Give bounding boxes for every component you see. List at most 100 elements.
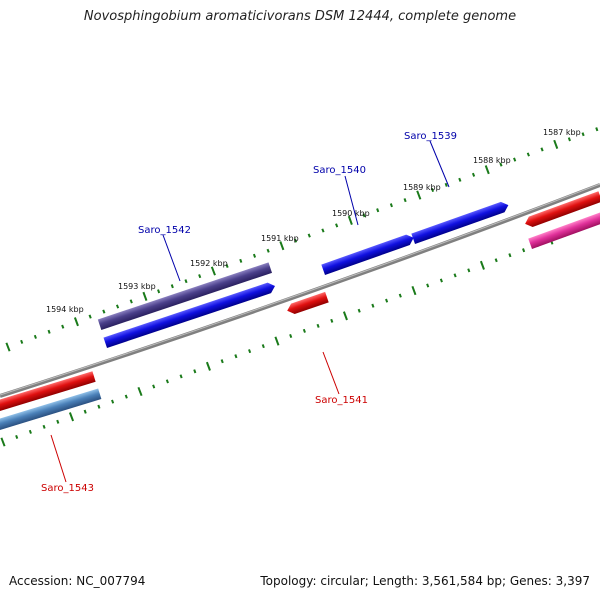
scale-tick xyxy=(416,190,422,200)
genome-summary-text: Topology: circular; Length: 3,561,584 bp… xyxy=(260,574,590,588)
gene-saro-1542-strand[interactable] xyxy=(103,281,277,348)
genome-backbone xyxy=(0,183,600,398)
scale-tick xyxy=(234,354,238,359)
scale-tick xyxy=(193,369,197,374)
scale-tick xyxy=(371,303,375,308)
scale-tick xyxy=(61,324,65,329)
scale-tick xyxy=(330,318,334,323)
scale-tick xyxy=(403,198,407,203)
scale-tick xyxy=(0,437,6,447)
scale-tick xyxy=(321,228,325,233)
scale-tick xyxy=(179,374,183,379)
scale-tick xyxy=(376,208,380,213)
scale-tick xyxy=(261,344,265,349)
scale-tick xyxy=(458,177,462,182)
scale-tick xyxy=(316,323,320,328)
scale-tick xyxy=(205,361,211,371)
scale-tick xyxy=(289,333,293,339)
scale-tick xyxy=(97,404,101,409)
scale-tick xyxy=(115,304,120,309)
scale-tick xyxy=(342,311,348,321)
gene-label-saro-1541[interactable]: Saro_1541 xyxy=(315,395,368,406)
scale-tick xyxy=(430,187,435,193)
scale-tick xyxy=(137,386,143,397)
scale-label: 1588 kbp xyxy=(473,156,511,165)
scale-tick xyxy=(522,248,526,253)
scale-tick xyxy=(302,328,306,333)
scale-label: 1591 kbp xyxy=(261,234,299,243)
gene-saro-1541[interactable] xyxy=(285,291,329,316)
scale-tick xyxy=(444,182,448,187)
leader-saro-1540 xyxy=(344,175,359,226)
scale-tick xyxy=(513,157,517,162)
scale-tick xyxy=(471,172,476,177)
scale-tick xyxy=(567,137,571,142)
scale-tick xyxy=(279,241,285,251)
scale-tick xyxy=(398,293,402,298)
scale-tick xyxy=(274,336,280,346)
scale-tick xyxy=(581,132,585,137)
scale-tick xyxy=(239,258,243,263)
scale-tick xyxy=(508,253,512,258)
leader-saro-1541 xyxy=(322,351,340,395)
scale-tick xyxy=(88,314,92,319)
scale-label: 1589 kbp xyxy=(403,183,441,192)
scale-label: 1593 kbp xyxy=(118,282,156,291)
scale-tick xyxy=(411,285,417,296)
scale-tick xyxy=(28,429,32,434)
scale-tick xyxy=(484,165,490,175)
gene-red-right[interactable] xyxy=(523,191,600,229)
scale-label: 1594 kbp xyxy=(46,305,84,314)
scale-tick xyxy=(20,339,24,344)
scale-tick xyxy=(102,309,106,314)
gene-magenta-right[interactable] xyxy=(528,211,600,249)
scale-tick xyxy=(385,298,389,303)
scale-tick xyxy=(83,409,87,414)
scale-tick xyxy=(33,334,37,339)
scale-tick xyxy=(111,399,115,404)
gene-label-saro-1542[interactable]: Saro_1542 xyxy=(138,225,191,236)
gene-saro-1543[interactable] xyxy=(0,388,102,433)
scale-tick xyxy=(42,424,46,429)
scale-tick xyxy=(220,359,224,364)
scale-tick xyxy=(553,139,559,149)
genome-title: Novosphingobium aromaticivorans DSM 1244… xyxy=(83,9,517,24)
scale-tick xyxy=(540,147,544,152)
scale-tick xyxy=(362,213,366,218)
scale-tick xyxy=(252,253,257,258)
gene-saro-1542[interactable] xyxy=(97,262,273,330)
accession-text: Accession: NC_007794 xyxy=(9,574,146,588)
scale-tick xyxy=(15,434,19,439)
gene-label-saro-1543[interactable]: Saro_1543 xyxy=(41,483,94,494)
scale-ticks-outer xyxy=(5,127,599,352)
scale-tick xyxy=(494,258,498,263)
scale-tick xyxy=(335,223,339,228)
scale-label: 1587 kbp xyxy=(543,128,581,137)
gene-saro-1540[interactable] xyxy=(321,233,415,275)
scale-tick xyxy=(595,127,599,132)
scale-tick xyxy=(439,278,443,283)
leader-saro-1543 xyxy=(50,434,67,483)
scale-tick xyxy=(129,299,133,304)
scale-tick xyxy=(68,412,75,422)
scale-tick xyxy=(479,260,485,270)
scale-tick xyxy=(210,266,216,276)
gene-saro-1539[interactable] xyxy=(411,200,510,244)
scale-tick xyxy=(142,291,148,301)
gene-label-saro-1540[interactable]: Saro_1540 xyxy=(313,165,366,176)
scale-tick xyxy=(157,289,161,294)
scale-tick xyxy=(225,263,229,268)
scale-tick xyxy=(307,233,311,238)
scale-tick xyxy=(266,248,270,253)
scale-tick xyxy=(47,329,51,334)
gene-label-saro-1539[interactable]: Saro_1539 xyxy=(404,131,457,142)
scale-ticks-inner xyxy=(0,222,594,447)
scale-tick xyxy=(152,384,156,389)
scale-tick xyxy=(248,349,252,354)
scale-tick xyxy=(170,284,174,289)
scale-label: 1590 kbp xyxy=(332,209,370,218)
scale-tick xyxy=(165,379,169,384)
gene-red-left[interactable] xyxy=(0,371,96,414)
scale-tick xyxy=(526,152,530,157)
